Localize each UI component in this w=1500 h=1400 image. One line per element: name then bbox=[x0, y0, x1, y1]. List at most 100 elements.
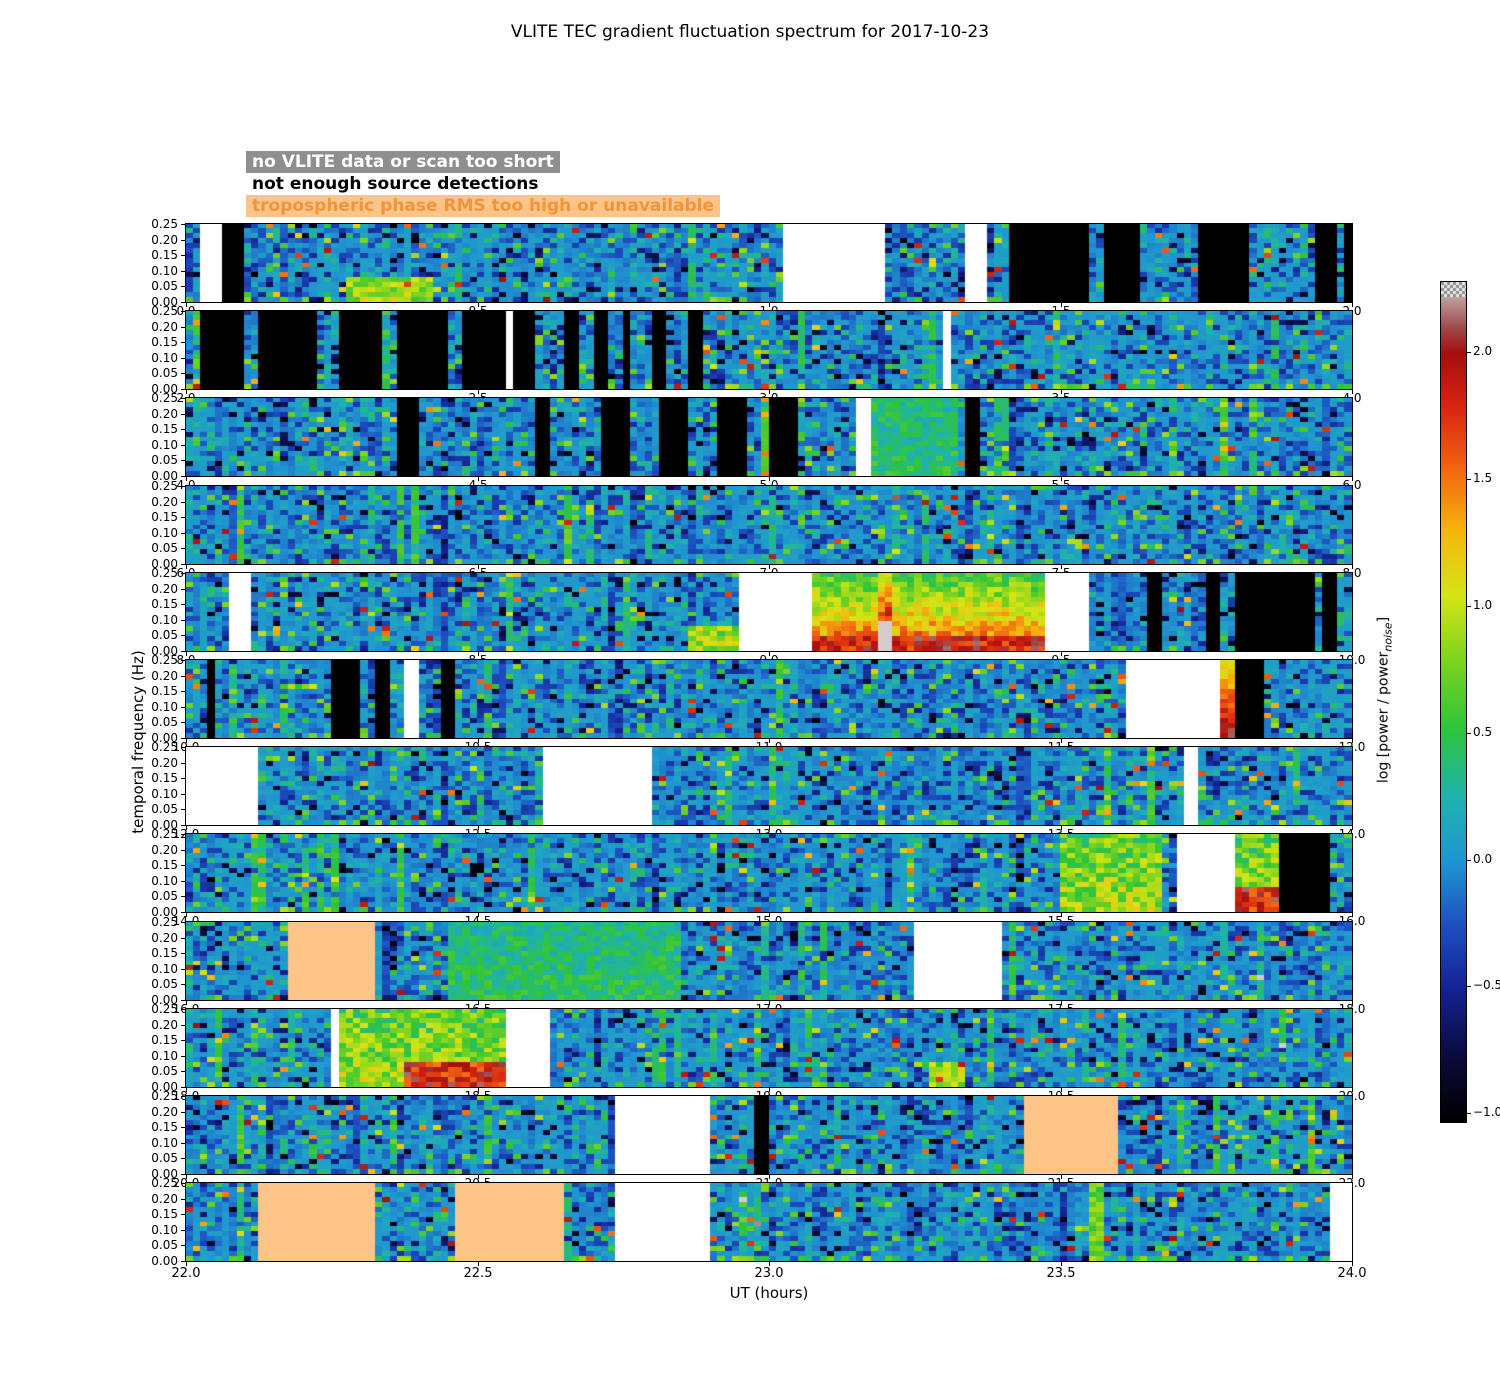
spectrogram-canvas bbox=[186, 1183, 1352, 1261]
figure-title: VLITE TEC gradient fluctuation spectrum … bbox=[510, 22, 990, 42]
x-tick-mark bbox=[478, 913, 479, 917]
y-tick-mark bbox=[181, 271, 185, 272]
y-tick-mark bbox=[181, 1071, 185, 1072]
y-tick-label: 0.25 bbox=[151, 827, 178, 841]
y-tick-mark bbox=[181, 707, 185, 708]
y-tick-mark bbox=[181, 502, 185, 503]
x-tick-mark bbox=[1352, 1088, 1353, 1092]
y-tick-mark bbox=[181, 342, 185, 343]
y-tick-mark bbox=[181, 429, 185, 430]
y-tick-label: 0.05 bbox=[151, 1151, 178, 1165]
y-tick-label: 0.10 bbox=[151, 264, 178, 278]
y-tick-mark bbox=[181, 311, 185, 312]
y-tick-mark bbox=[181, 414, 185, 415]
legend-item-no-data: no VLITE data or scan too short bbox=[246, 151, 560, 173]
y-tick-mark bbox=[181, 738, 185, 739]
x-tick-mark bbox=[186, 565, 187, 569]
y-tick-mark bbox=[181, 825, 185, 826]
y-tick-mark bbox=[181, 240, 185, 241]
y-tick-mark bbox=[181, 1245, 185, 1246]
colorbar-tick-label: −0.5 bbox=[1473, 978, 1500, 992]
legend-item-tropospheric: tropospheric phase RMS too high or unava… bbox=[246, 195, 721, 217]
y-tick-label: 0.00 bbox=[151, 993, 178, 1007]
y-tick-mark bbox=[181, 1261, 185, 1262]
y-tick-label: 0.10 bbox=[151, 351, 178, 365]
x-tick-mark bbox=[769, 390, 770, 394]
y-tick-label: 0.25 bbox=[151, 479, 178, 493]
x-tick-mark bbox=[186, 1262, 187, 1266]
x-tick-mark bbox=[1061, 1088, 1062, 1092]
colorbar-tick-mark bbox=[1467, 352, 1471, 353]
y-tick-label: 0.05 bbox=[151, 802, 178, 816]
y-tick-mark bbox=[181, 953, 185, 954]
x-tick-mark bbox=[1352, 739, 1353, 743]
y-tick-label: 0.25 bbox=[151, 1002, 178, 1016]
y-tick-label: 0.00 bbox=[151, 1080, 178, 1094]
colorbar-tick-label: 0.5 bbox=[1473, 725, 1493, 739]
y-tick-label: 0.05 bbox=[151, 453, 178, 467]
x-tick-mark bbox=[186, 652, 187, 656]
y-tick-mark bbox=[181, 912, 185, 913]
x-tick-mark bbox=[186, 1001, 187, 1005]
y-tick-mark bbox=[181, 1056, 185, 1057]
x-tick-mark bbox=[1061, 1175, 1062, 1179]
y-tick-label: 0.05 bbox=[151, 1064, 178, 1078]
colorbar-tick-label: 1.5 bbox=[1473, 471, 1493, 485]
y-tick-label: 0.25 bbox=[151, 217, 178, 231]
y-tick-label: 0.00 bbox=[151, 469, 178, 483]
spectrogram-canvas bbox=[186, 922, 1352, 1000]
y-tick-mark bbox=[181, 358, 185, 359]
y-tick-label: 0.10 bbox=[151, 526, 178, 540]
x-tick-mark bbox=[769, 303, 770, 307]
x-tick-mark bbox=[1061, 1262, 1062, 1266]
x-tick-mark bbox=[478, 1175, 479, 1179]
y-tick-mark bbox=[181, 896, 185, 897]
x-tick-mark bbox=[769, 1088, 770, 1092]
spectrogram-canvas bbox=[186, 486, 1352, 564]
legend: no VLITE data or scan too short not enou… bbox=[246, 151, 721, 217]
x-tick-mark bbox=[769, 565, 770, 569]
y-tick-mark bbox=[181, 984, 185, 985]
x-axis-label: UT (hours) bbox=[729, 1284, 809, 1302]
y-tick-mark bbox=[181, 548, 185, 549]
spectrogram-panel bbox=[185, 485, 1353, 565]
y-tick-mark bbox=[181, 938, 185, 939]
x-tick-mark bbox=[1061, 477, 1062, 481]
y-tick-label: 0.00 bbox=[151, 1167, 178, 1181]
y-tick-label: 0.15 bbox=[151, 858, 178, 872]
y-tick-mark bbox=[181, 747, 185, 748]
x-tick-mark bbox=[186, 826, 187, 830]
spectrogram-panel bbox=[185, 1182, 1353, 1262]
y-tick-label: 0.25 bbox=[151, 566, 178, 580]
y-tick-label: 0.05 bbox=[151, 889, 178, 903]
x-tick-mark bbox=[1061, 913, 1062, 917]
y-tick-label: 0.20 bbox=[151, 931, 178, 945]
y-tick-mark bbox=[181, 763, 185, 764]
y-tick-mark bbox=[181, 969, 185, 970]
y-tick-mark bbox=[181, 604, 185, 605]
colorbar-tick-mark bbox=[1467, 860, 1471, 861]
spectrogram-panel bbox=[185, 572, 1353, 652]
colorbar-tick-mark bbox=[1467, 1113, 1471, 1114]
spectrogram-panel bbox=[185, 397, 1353, 477]
x-tick-mark bbox=[478, 1262, 479, 1266]
y-tick-label: 0.05 bbox=[151, 279, 178, 293]
y-tick-label: 0.15 bbox=[151, 510, 178, 524]
x-tick-mark bbox=[1352, 303, 1353, 307]
x-tick-mark bbox=[186, 390, 187, 394]
y-tick-mark bbox=[181, 1096, 185, 1097]
x-tick-mark bbox=[186, 1175, 187, 1179]
spectrogram-panel bbox=[185, 1095, 1353, 1175]
y-tick-mark bbox=[181, 445, 185, 446]
x-tick-mark bbox=[186, 739, 187, 743]
y-tick-mark bbox=[181, 476, 185, 477]
y-tick-mark bbox=[181, 389, 185, 390]
x-tick-mark bbox=[1061, 1001, 1062, 1005]
spectrogram-canvas bbox=[186, 1096, 1352, 1174]
spectrogram-panel bbox=[185, 1008, 1353, 1088]
colorbar-tick-mark bbox=[1467, 733, 1471, 734]
y-tick-mark bbox=[181, 1199, 185, 1200]
y-tick-mark bbox=[181, 1174, 185, 1175]
x-tick-mark bbox=[186, 477, 187, 481]
